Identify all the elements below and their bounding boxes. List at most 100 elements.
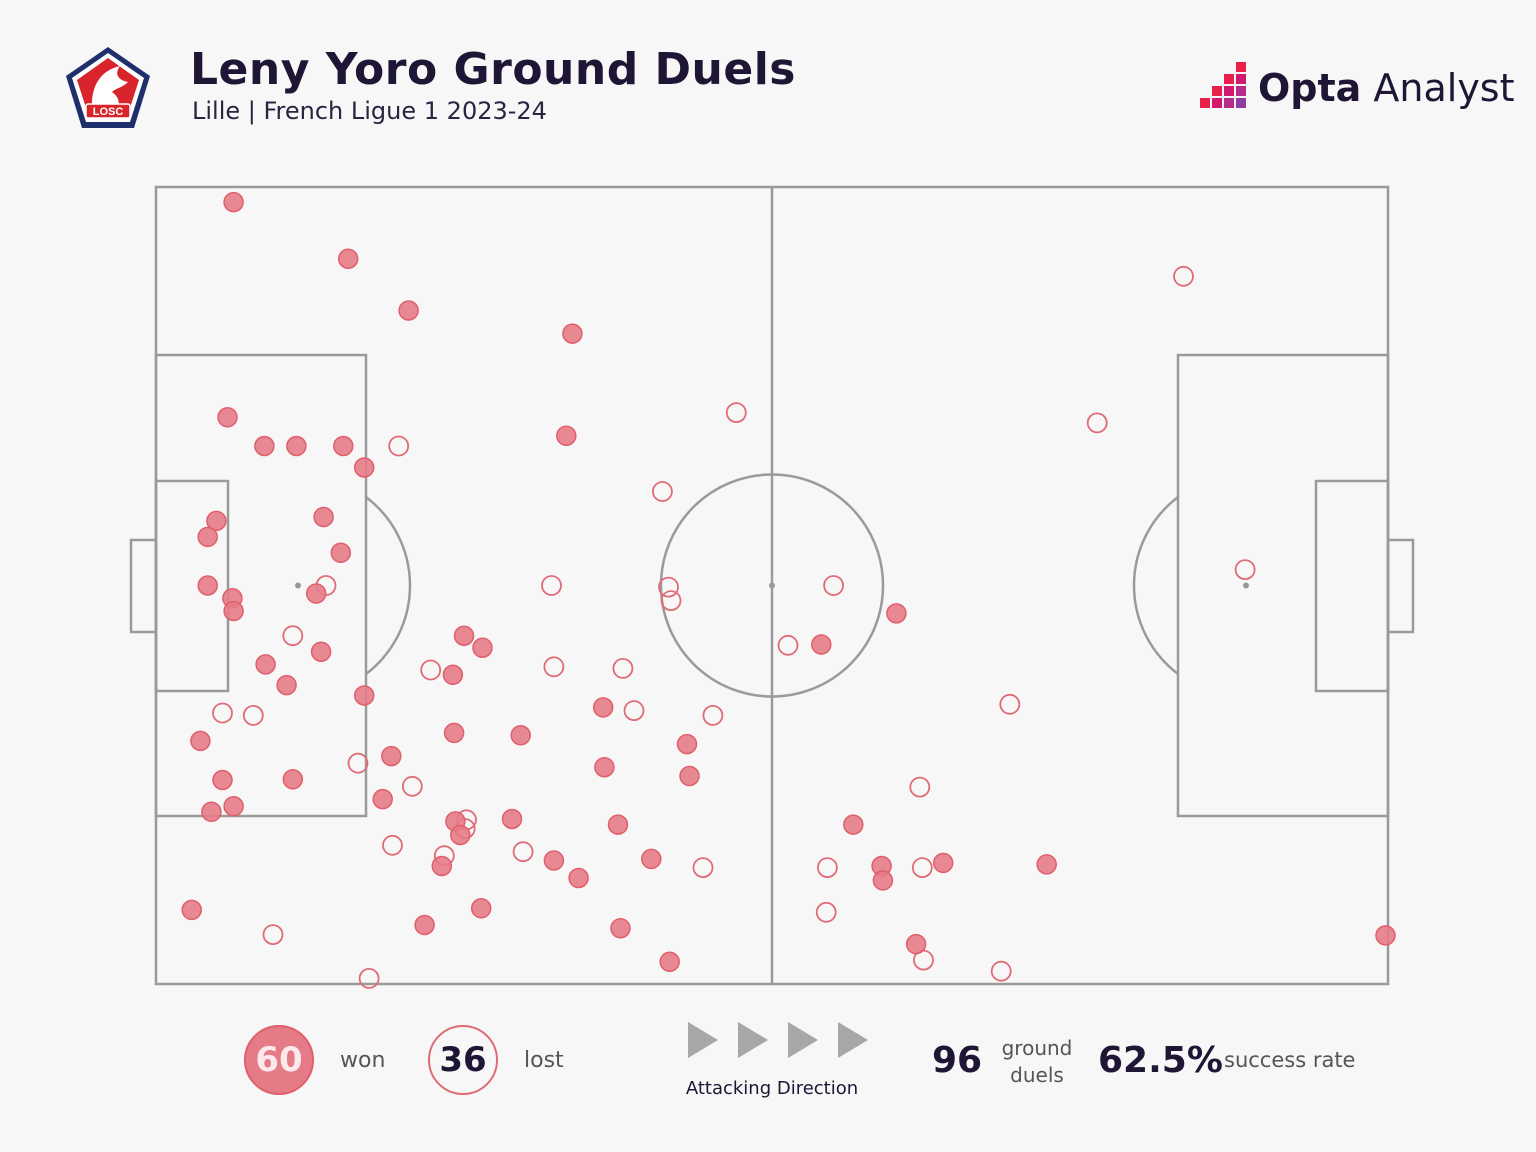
duel-lost-point	[999, 693, 1021, 715]
duel-won-point	[431, 855, 453, 877]
duel-lost-point	[388, 435, 410, 457]
duel-won-point	[217, 407, 238, 428]
duel-won-point	[443, 722, 465, 744]
page-subtitle: Lille | French Ligue 1 2023-24	[192, 97, 547, 125]
duel-lost-point	[1173, 265, 1194, 287]
triangle-right-icon	[788, 1022, 818, 1058]
duel-won-point	[286, 435, 307, 457]
duel-won-point	[310, 641, 332, 662]
duel-lost-point	[815, 901, 837, 923]
right-goal	[1386, 538, 1415, 634]
duel-won-point	[190, 730, 211, 752]
duel-lost-point	[652, 481, 673, 502]
duel-won-point	[414, 914, 435, 936]
duel-won-point	[181, 899, 202, 921]
duel-won-point	[501, 808, 523, 830]
duel-lost-point	[612, 658, 634, 679]
triangle-right-icon	[838, 1022, 868, 1058]
won-count-badge: 60	[244, 1025, 314, 1095]
duel-won-point	[398, 300, 419, 321]
duel-won-point	[659, 951, 680, 972]
duel-won-point	[197, 575, 218, 596]
duel-lost-point	[401, 775, 423, 797]
duel-won-point	[254, 435, 275, 457]
duel-lost-point	[658, 576, 679, 598]
duel-lost-point	[823, 575, 844, 596]
duel-won-point	[676, 733, 698, 755]
duel-won-point	[886, 603, 907, 624]
duel-won-point	[932, 852, 954, 874]
duel-lost-point	[212, 702, 233, 724]
duel-won-point	[223, 796, 244, 817]
duel-won-point	[843, 814, 864, 835]
right-penalty-spot	[1243, 582, 1249, 589]
duel-won-point	[450, 824, 471, 846]
right-penalty-area	[1176, 353, 1390, 818]
left-goal	[129, 538, 158, 634]
duel-won-point	[1036, 854, 1057, 875]
duel-lost-point	[543, 656, 565, 678]
attacking-direction-label: Attacking Direction	[685, 1078, 859, 1099]
pitch-spots	[295, 582, 1249, 589]
duel-lost-point	[242, 705, 264, 726]
duel-lost-point	[692, 857, 714, 878]
duel-won-point	[442, 664, 464, 686]
duel-lost-point	[725, 402, 747, 424]
duel-won-point	[353, 685, 375, 706]
duel-won-point	[223, 191, 244, 213]
duel-won-point	[543, 850, 565, 871]
duel-won-point	[201, 801, 222, 823]
duel-won-point	[197, 526, 218, 548]
duel-won-point	[206, 510, 227, 532]
duel-won-point	[282, 768, 304, 790]
duel-markers	[181, 191, 1396, 989]
centre-spot	[769, 582, 775, 589]
duel-won-point	[305, 583, 327, 604]
duel-won-point	[872, 870, 894, 891]
opta-analyst-brand: Opta Analyst	[1196, 58, 1515, 118]
duel-lost-point	[347, 752, 369, 774]
duel-won-point	[556, 425, 577, 446]
pitch-lines	[129, 185, 1415, 986]
brand-name: Opta Analyst	[1258, 66, 1515, 110]
duel-won-point	[337, 248, 359, 269]
duel-won-point	[330, 542, 352, 564]
total-duels-label: ground duels	[1000, 1035, 1074, 1089]
duel-lost-point	[990, 960, 1012, 982]
lost-label: lost	[524, 1048, 564, 1073]
duel-won-point	[372, 788, 393, 810]
duel-lost-point	[1234, 559, 1256, 580]
duel-won-point	[594, 756, 615, 778]
attacking-direction-arrows	[688, 1022, 868, 1058]
duel-won-point	[905, 933, 927, 955]
brand-name-bold: Opta	[1258, 66, 1362, 110]
lost-count-badge: 36	[428, 1025, 498, 1095]
duel-won-point	[607, 814, 629, 835]
duel-lost-point	[1086, 412, 1108, 434]
duel-won-point	[679, 765, 700, 787]
duel-won-point	[1375, 925, 1396, 946]
duel-won-point	[510, 725, 531, 746]
total-duels-label-line2: duels	[1010, 1063, 1064, 1087]
right-six-yard-box	[1314, 479, 1390, 693]
duel-won-point	[212, 769, 233, 791]
duel-won-point	[353, 457, 375, 478]
duel-lost-point	[382, 834, 403, 856]
left-penalty-area	[154, 353, 368, 818]
duel-lost-point	[777, 634, 799, 656]
duel-lost-point	[911, 857, 933, 878]
triangle-right-icon	[688, 1022, 718, 1058]
duel-won-point	[472, 637, 493, 658]
left-penalty-arc	[365, 496, 412, 675]
duel-lost-point	[358, 968, 380, 989]
duel-won-point	[562, 323, 583, 344]
duel-won-point	[381, 745, 402, 767]
duel-won-point	[592, 697, 614, 718]
won-label: won	[340, 1048, 386, 1073]
right-penalty-arc	[1132, 496, 1179, 675]
duel-won-point	[223, 600, 244, 622]
duel-won-point	[641, 848, 662, 870]
success-rate-label: success rate	[1224, 1048, 1356, 1072]
centre-circle	[659, 473, 885, 698]
page-title: Leny Yoro Ground Duels	[190, 44, 796, 95]
